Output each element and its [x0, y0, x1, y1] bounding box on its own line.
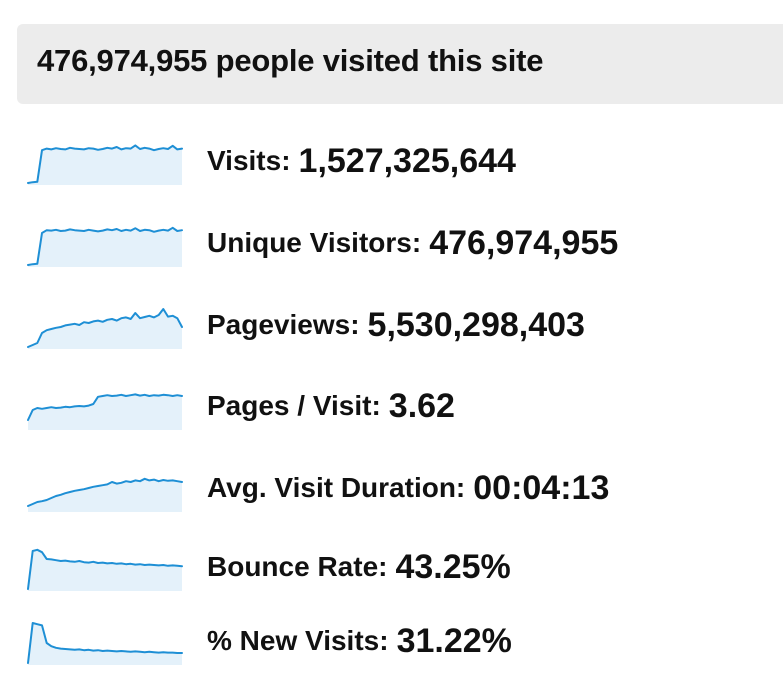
metric-value: 5,530,298,403	[367, 305, 585, 344]
sparkline-line	[27, 622, 183, 664]
metric-label: Pageviews:	[207, 309, 360, 340]
sparkline-area	[28, 227, 182, 267]
metric-text-new-visits: % New Visits: 31.22%	[207, 601, 512, 681]
metric-row-avg-visit-duration: Avg. Visit Duration: 00:04:13	[0, 448, 783, 528]
metric-row-pageviews: Pageviews: 5,530,298,403	[0, 285, 783, 365]
metric-value: 476,974,955	[429, 223, 619, 262]
metric-label: % New Visits:	[207, 625, 389, 656]
header-title: 476,974,955 people visited this site	[37, 43, 544, 78]
sparkline-area	[28, 623, 182, 665]
sparkline-area	[28, 478, 182, 512]
metric-label: Unique Visitors:	[207, 227, 422, 258]
sparkline-line	[27, 393, 183, 421]
sparkline-line	[27, 548, 183, 590]
metric-value: 31.22%	[396, 621, 512, 660]
visits-sparkline	[27, 144, 183, 185]
metric-label: Avg. Visit Duration:	[207, 472, 466, 503]
metric-row-bounce-rate: Bounce Rate: 43.25%	[0, 527, 783, 607]
metric-text-bounce-rate: Bounce Rate: 43.25%	[207, 527, 511, 607]
metric-text-pages-per-visit: Pages / Visit: 3.62	[207, 366, 455, 446]
header-banner: 476,974,955 people visited this site	[17, 24, 783, 104]
sparkline-area	[28, 394, 182, 430]
metric-text-unique-visitors: Unique Visitors: 476,974,955	[207, 203, 618, 283]
sparkline-line	[27, 144, 183, 184]
metric-value: 00:04:13	[473, 468, 610, 507]
metric-text-visits: Visits: 1,527,325,644	[207, 121, 516, 201]
sparkline-line	[27, 477, 183, 507]
new-visits-sparkline	[27, 622, 183, 665]
sparkline-area	[28, 549, 182, 591]
sparkline-area	[28, 309, 182, 349]
metric-value: 3.62	[388, 386, 455, 425]
metric-label: Pages / Visit:	[207, 390, 381, 421]
metric-label: Bounce Rate:	[207, 551, 388, 582]
pageviews-sparkline	[27, 308, 183, 349]
metric-row-visits: Visits: 1,527,325,644	[0, 121, 783, 201]
avg-visit-duration-sparkline	[27, 477, 183, 512]
sparkline-line	[27, 226, 183, 266]
sparkline-area	[28, 145, 182, 185]
metric-row-new-visits: % New Visits: 31.22%	[0, 601, 783, 681]
metric-row-pages-per-visit: Pages / Visit: 3.62	[0, 366, 783, 446]
metric-value: 1,527,325,644	[298, 141, 516, 180]
metric-value: 43.25%	[395, 547, 511, 586]
metric-label: Visits:	[207, 145, 291, 176]
unique-visitors-sparkline	[27, 226, 183, 267]
sparkline-line	[27, 308, 183, 348]
metric-row-unique-visitors: Unique Visitors: 476,974,955	[0, 203, 783, 283]
metric-text-pageviews: Pageviews: 5,530,298,403	[207, 285, 585, 365]
metric-text-avg-visit-duration: Avg. Visit Duration: 00:04:13	[207, 448, 609, 528]
bounce-rate-sparkline	[27, 548, 183, 591]
pages-per-visit-sparkline	[27, 393, 183, 430]
